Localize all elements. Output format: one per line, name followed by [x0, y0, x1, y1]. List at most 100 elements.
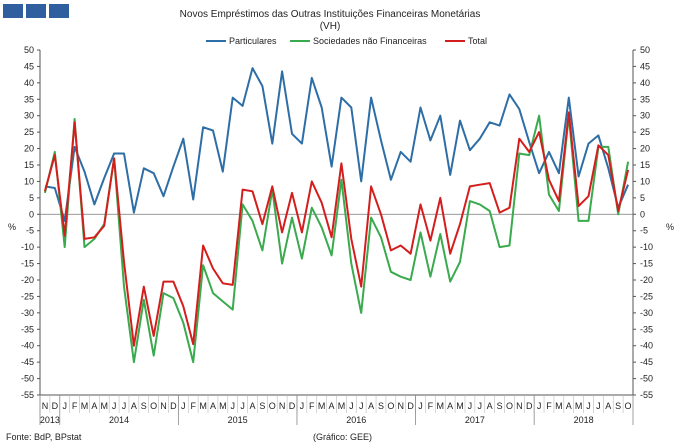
x-tick-label-month: S [497, 401, 503, 411]
x-tick-label-month: F [428, 401, 434, 411]
x-axis: NDJFMAMJJASONDJFMAMJJASONDJFMAMJJASONDJF… [40, 395, 633, 425]
y-tick-label-right: -5 [640, 226, 648, 236]
y-tick-label-right: -45 [640, 357, 653, 367]
x-tick-label-month: J [537, 401, 542, 411]
y-tick-label-right: -20 [640, 275, 653, 285]
graph-credit: (Gráfico: GEE) [313, 432, 372, 442]
x-tick-label-month: A [329, 401, 335, 411]
x-tick-label-month: N [279, 401, 286, 411]
y-tick-label-right: -25 [640, 291, 653, 301]
x-tick-label-month: M [437, 401, 445, 411]
chart-subtitle: (VH) [320, 21, 341, 32]
y-tick-label-right: -55 [640, 390, 653, 400]
x-tick-label-month: O [269, 401, 276, 411]
y-tick-label-right: 0 [640, 209, 645, 219]
y-tick-label-left: 30 [24, 111, 34, 121]
y-tick-label-right: -15 [640, 259, 653, 269]
x-tick-label-month: J [300, 401, 305, 411]
line-chart: Novos Empréstimos das Outras Instituiçõe… [0, 0, 680, 446]
source-note: Fonte: BdP, BPstat [6, 432, 82, 442]
x-year-label: 2016 [346, 415, 366, 425]
y-tick-label-left: -25 [21, 291, 34, 301]
x-tick-label-month: J [181, 401, 186, 411]
legend-label-particulares: Particulares [229, 36, 277, 46]
x-tick-label-month: J [478, 401, 483, 411]
x-tick-label-month: M [456, 401, 464, 411]
x-tick-label-month: A [210, 401, 216, 411]
y-tick-label-left: -40 [21, 341, 34, 351]
x-tick-label-month: J [230, 401, 235, 411]
legend-label-sociedades: Sociedades não Financeiras [313, 36, 427, 46]
x-tick-label-month: O [150, 401, 157, 411]
y-tick-label-left: 25 [24, 127, 34, 137]
y-tick-label-left: -35 [21, 324, 34, 334]
x-year-label: 2014 [109, 415, 129, 425]
y-tick-label-left: -30 [21, 308, 34, 318]
legend: Particulares Sociedades não Financeiras … [206, 36, 487, 46]
y-tick-label-left: -15 [21, 259, 34, 269]
y-tick-label-right: -40 [640, 341, 653, 351]
x-tick-label-month: N [42, 401, 49, 411]
legend-label-total: Total [468, 36, 487, 46]
x-tick-label-month: A [131, 401, 137, 411]
y-tick-label-right: 20 [640, 144, 650, 154]
x-tick-label-month: O [506, 401, 513, 411]
x-tick-label-month: D [52, 401, 59, 411]
x-tick-label-month: A [447, 401, 453, 411]
x-tick-label-month: J [359, 401, 364, 411]
y-tick-label-right: 45 [640, 61, 650, 71]
x-tick-label-month: A [249, 401, 255, 411]
x-tick-label-month: J [586, 401, 591, 411]
y-axis-label-left: % [8, 222, 16, 232]
y-tick-label-left: -55 [21, 390, 34, 400]
y-tick-label-right: 50 [640, 45, 650, 55]
y-tick-label-left: -50 [21, 374, 34, 384]
x-tick-label-month: J [468, 401, 473, 411]
y-tick-label-right: -30 [640, 308, 653, 318]
x-tick-label-month: N [160, 401, 167, 411]
x-year-label: 2018 [574, 415, 594, 425]
x-tick-label-month: D [170, 401, 177, 411]
x-tick-label-month: J [418, 401, 423, 411]
x-tick-label-month: F [309, 401, 315, 411]
y-tick-label-right: 10 [640, 176, 650, 186]
x-tick-label-month: F [190, 401, 196, 411]
x-tick-label-month: S [378, 401, 384, 411]
x-tick-label-month: M [555, 401, 563, 411]
x-tick-label-month: O [387, 401, 394, 411]
x-tick-label-month: J [122, 401, 127, 411]
y-tick-label-right: 30 [640, 111, 650, 121]
x-tick-label-month: D [289, 401, 296, 411]
x-tick-label-month: S [259, 401, 265, 411]
x-year-label: 2013 [40, 415, 60, 425]
y-tick-label-left: 50 [24, 45, 34, 55]
y-tick-label-right: -10 [640, 242, 653, 252]
y-tick-label-right: -35 [640, 324, 653, 334]
x-tick-label-month: M [219, 401, 227, 411]
x-tick-label-month: S [615, 401, 621, 411]
y-tick-label-right: 15 [640, 160, 650, 170]
y-tick-label-left: 0 [29, 209, 34, 219]
x-tick-label-month: M [81, 401, 89, 411]
y-tick-label-left: 45 [24, 61, 34, 71]
x-tick-label-month: N [516, 401, 523, 411]
x-tick-label-month: A [605, 401, 611, 411]
y-tick-label-right: 5 [640, 193, 645, 203]
x-tick-label-month: J [240, 401, 245, 411]
x-tick-label-month: M [199, 401, 207, 411]
y-tick-label-right: 35 [640, 94, 650, 104]
x-tick-label-month: O [625, 401, 632, 411]
x-tick-label-month: D [407, 401, 414, 411]
y-tick-label-left: -10 [21, 242, 34, 252]
series-lines [45, 68, 628, 362]
y-tick-label-left: 15 [24, 160, 34, 170]
y-tick-label-left: 40 [24, 78, 34, 88]
x-tick-label-month: A [91, 401, 97, 411]
x-tick-label-month: J [596, 401, 601, 411]
y-tick-label-right: 40 [640, 78, 650, 88]
x-tick-label-month: A [368, 401, 374, 411]
x-tick-label-month: D [526, 401, 533, 411]
x-tick-label-month: S [141, 401, 147, 411]
x-tick-label-month: J [349, 401, 354, 411]
